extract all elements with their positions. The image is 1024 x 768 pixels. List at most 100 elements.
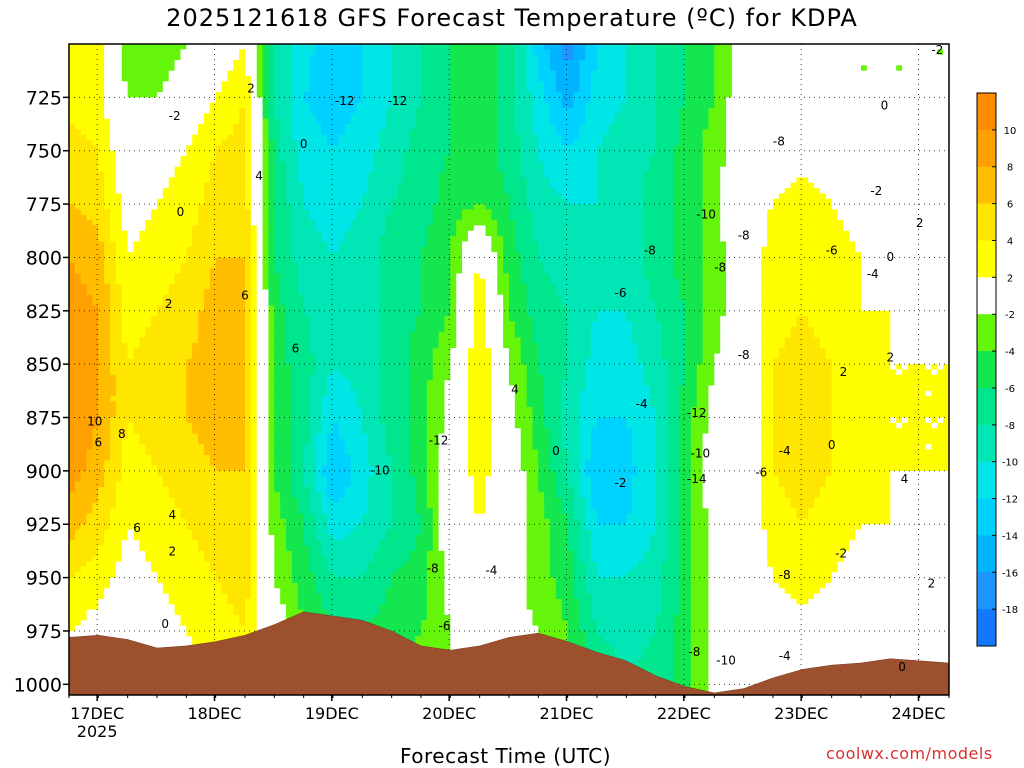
temperature-cell — [69, 412, 76, 419]
temperature-cell — [221, 337, 228, 344]
temperature-cell — [127, 502, 135, 509]
temperature-cell — [98, 321, 105, 328]
temperature-cell — [145, 161, 152, 168]
temperature-cell — [192, 513, 199, 520]
temperature-cell — [162, 545, 170, 552]
temperature-cell — [274, 289, 281, 296]
temperature-cell — [80, 44, 88, 50]
temperature-cell — [110, 326, 117, 333]
temperature-cell — [215, 561, 223, 568]
temperature-cell — [168, 406, 176, 413]
temperature-cell — [168, 321, 176, 328]
temperature-cell — [121, 294, 129, 301]
temperature-cell — [98, 305, 105, 312]
temperature-cell — [198, 60, 205, 66]
temperature-cell — [291, 273, 299, 280]
temperature-cell — [162, 172, 170, 179]
temperature-cell — [115, 417, 123, 424]
temperature-cell — [69, 508, 76, 515]
temperature-cell — [110, 193, 117, 200]
temperature-cell — [268, 444, 275, 451]
temperature-cell — [110, 438, 117, 445]
temperature-cell — [115, 529, 123, 536]
temperature-cell — [168, 497, 176, 504]
temperature-cell — [274, 60, 281, 66]
temperature-cell — [157, 465, 164, 472]
temperature-cell — [209, 566, 217, 573]
temperature-cell — [291, 481, 299, 488]
temperature-cell — [215, 438, 223, 445]
temperature-cell — [192, 118, 199, 125]
temperature-cell — [186, 620, 193, 627]
temperature-cell — [215, 369, 223, 376]
temperature-cell — [297, 225, 305, 232]
temperature-cell — [198, 140, 205, 146]
temperature-cell — [286, 92, 293, 98]
temperature-cell — [245, 284, 252, 291]
temperature-cell — [157, 604, 164, 611]
temperature-cell — [127, 433, 135, 440]
temperature-cell — [297, 252, 305, 259]
temperature-cell — [286, 598, 293, 605]
temperature-cell — [69, 44, 76, 50]
temperature-cell — [92, 268, 99, 275]
temperature-cell — [280, 460, 287, 467]
temperature-cell — [291, 278, 299, 285]
temperature-cell — [74, 76, 82, 82]
temperature-cell — [203, 380, 211, 387]
temperature-cell — [268, 284, 275, 291]
temperature-cell — [303, 134, 311, 141]
temperature-cell — [74, 369, 82, 376]
temperature-cell — [168, 390, 176, 397]
temperature-cell — [268, 609, 275, 616]
temperature-cell — [139, 449, 146, 456]
temperature-cell — [256, 140, 264, 146]
temperature-cell — [145, 358, 152, 365]
temperature-cell — [233, 545, 240, 552]
temperature-cell — [286, 545, 293, 552]
temperature-cell — [92, 102, 99, 109]
temperature-cell — [115, 401, 123, 408]
temperature-cell — [151, 636, 158, 643]
temperature-cell — [291, 204, 299, 211]
temperature-cell — [227, 102, 234, 109]
temperature-cell — [139, 518, 146, 525]
temperature-cell — [221, 246, 228, 253]
temperature-cell — [215, 358, 223, 365]
temperature-cell — [162, 540, 170, 547]
temperature-cell — [168, 566, 176, 573]
temperature-cell — [286, 433, 293, 440]
temperature-cell — [209, 337, 217, 344]
temperature-cell — [297, 433, 305, 440]
temperature-cell — [268, 342, 275, 349]
temperature-cell — [98, 566, 105, 573]
temperature-cell — [274, 198, 281, 205]
temperature-cell — [121, 497, 129, 504]
temperature-cell — [180, 412, 187, 419]
temperature-cell — [262, 470, 270, 477]
temperature-cell — [209, 396, 217, 403]
temperature-cell — [262, 518, 270, 525]
temperature-cell — [250, 566, 258, 573]
temperature-cell — [209, 193, 217, 200]
temperature-cell — [121, 529, 129, 536]
temperature-cell — [245, 182, 252, 189]
temperature-cell — [239, 353, 246, 360]
temperature-cell — [162, 246, 170, 253]
temperature-cell — [227, 166, 234, 173]
temperature-cell — [80, 401, 88, 408]
temperature-cell — [303, 369, 311, 376]
temperature-cell — [250, 230, 258, 237]
temperature-cell — [86, 81, 94, 88]
temperature-cell — [180, 492, 187, 499]
temperature-cell — [80, 390, 88, 397]
temperature-cell — [245, 70, 252, 77]
temperature-cell — [115, 454, 123, 461]
temperature-cell — [139, 636, 146, 643]
temperature-cell — [80, 54, 88, 61]
temperature-cell — [110, 166, 117, 173]
temperature-cell — [145, 326, 152, 333]
temperature-cell — [239, 236, 246, 243]
temperature-cell — [192, 396, 199, 403]
temperature-cell — [250, 300, 258, 307]
